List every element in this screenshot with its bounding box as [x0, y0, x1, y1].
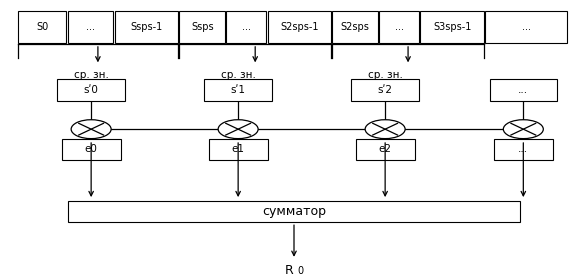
FancyBboxPatch shape	[68, 201, 520, 222]
Text: 0: 0	[297, 266, 303, 276]
FancyBboxPatch shape	[115, 11, 178, 43]
Text: S3sps-1: S3sps-1	[433, 22, 472, 32]
FancyBboxPatch shape	[209, 139, 268, 160]
FancyBboxPatch shape	[68, 11, 113, 43]
FancyBboxPatch shape	[494, 139, 553, 160]
Text: ср. зн.: ср. зн.	[220, 70, 256, 80]
Text: S0: S0	[36, 22, 48, 32]
Text: сумматор: сумматор	[262, 205, 326, 218]
FancyBboxPatch shape	[205, 79, 272, 101]
FancyBboxPatch shape	[379, 11, 419, 43]
FancyBboxPatch shape	[18, 11, 66, 43]
Text: ср. зн.: ср. зн.	[368, 70, 403, 80]
Text: e1: e1	[232, 144, 245, 154]
Text: ...: ...	[518, 144, 529, 154]
FancyBboxPatch shape	[226, 11, 266, 43]
Text: e0: e0	[85, 144, 98, 154]
Text: S2sps-1: S2sps-1	[280, 22, 319, 32]
Text: R: R	[285, 264, 294, 277]
Text: sʹ1: sʹ1	[230, 85, 246, 95]
Circle shape	[218, 120, 258, 139]
Text: ...: ...	[395, 22, 404, 32]
FancyBboxPatch shape	[268, 11, 331, 43]
Circle shape	[71, 120, 111, 139]
Text: ...: ...	[522, 22, 531, 32]
Text: ...: ...	[242, 22, 251, 32]
FancyBboxPatch shape	[420, 11, 484, 43]
FancyBboxPatch shape	[485, 11, 567, 43]
FancyBboxPatch shape	[356, 139, 415, 160]
FancyBboxPatch shape	[179, 11, 225, 43]
FancyBboxPatch shape	[489, 79, 557, 101]
Text: S2sps: S2sps	[340, 22, 370, 32]
Text: Ssps-1: Ssps-1	[131, 22, 162, 32]
FancyBboxPatch shape	[352, 79, 419, 101]
Text: e2: e2	[379, 144, 392, 154]
Text: ср. зн.: ср. зн.	[74, 70, 109, 80]
Text: sʹ2: sʹ2	[377, 85, 393, 95]
FancyBboxPatch shape	[332, 11, 378, 43]
Circle shape	[365, 120, 405, 139]
Text: sʹ0: sʹ0	[83, 85, 99, 95]
Circle shape	[503, 120, 543, 139]
Text: Ssps: Ssps	[191, 22, 213, 32]
Text: ...: ...	[86, 22, 95, 32]
FancyBboxPatch shape	[58, 79, 125, 101]
Text: ...: ...	[518, 85, 529, 95]
FancyBboxPatch shape	[62, 139, 121, 160]
